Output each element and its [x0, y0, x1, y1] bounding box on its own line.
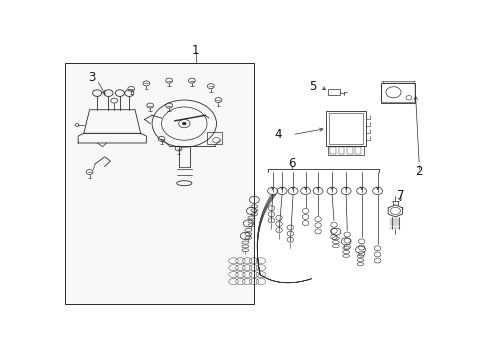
Bar	[346, 147, 352, 153]
Bar	[206, 132, 222, 144]
Bar	[381, 83, 415, 103]
Text: 7: 7	[396, 189, 403, 202]
Bar	[354, 147, 360, 153]
Bar	[338, 147, 344, 153]
Text: 2: 2	[415, 165, 422, 178]
Text: 4: 4	[274, 128, 282, 141]
Bar	[327, 146, 364, 155]
Bar	[329, 147, 335, 153]
Text: 3: 3	[88, 71, 96, 84]
Circle shape	[182, 122, 186, 125]
Bar	[327, 89, 340, 95]
Bar	[65, 63, 254, 304]
Text: 1: 1	[191, 44, 199, 57]
Bar	[326, 111, 366, 146]
Bar	[329, 113, 363, 144]
Text: 6: 6	[287, 157, 295, 170]
Text: 5: 5	[308, 80, 315, 93]
